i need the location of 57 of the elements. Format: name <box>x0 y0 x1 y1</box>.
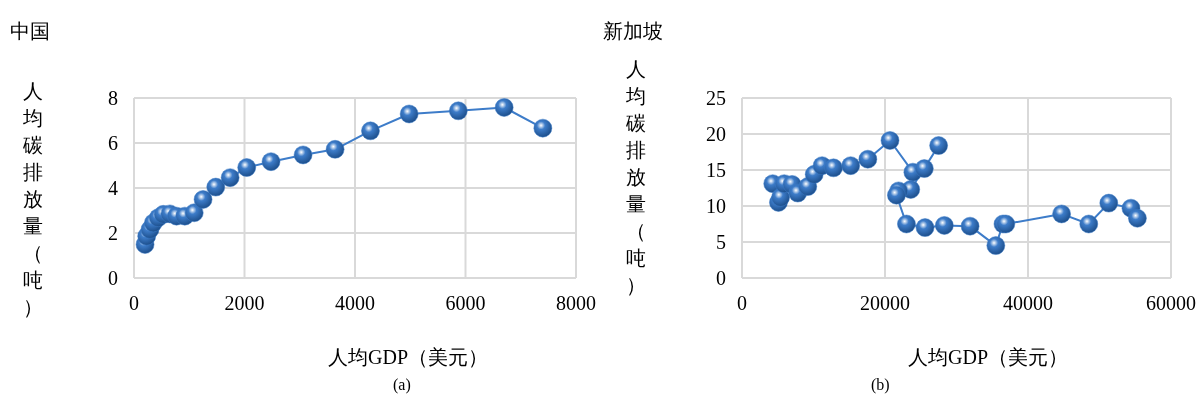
point <box>841 156 860 175</box>
point <box>1099 193 1119 213</box>
text: (a) <box>393 376 411 394</box>
point <box>494 98 514 117</box>
point <box>897 214 916 234</box>
point <box>915 218 935 237</box>
chart-title: 中国 <box>10 19 50 44</box>
point <box>858 149 878 169</box>
x-tick-label: 0 <box>129 292 139 315</box>
x-tick-label: 20000 <box>860 292 910 315</box>
y-tick-label: 8 <box>108 87 118 110</box>
point <box>824 158 843 178</box>
x-tick-label: 60000 <box>1146 292 1196 315</box>
y-tick-label: 0 <box>716 267 726 290</box>
point <box>361 121 380 141</box>
point <box>399 104 419 124</box>
x-tick-label: 4000 <box>335 292 375 315</box>
x-tick-label: 2000 <box>224 292 265 315</box>
point <box>533 118 553 138</box>
x-tick-label: 0 <box>737 292 747 315</box>
point <box>1128 208 1147 228</box>
point <box>325 140 345 159</box>
y-tick-label: 2 <box>108 222 118 245</box>
point <box>880 131 900 150</box>
point <box>1079 214 1099 234</box>
y-tick-label: 5 <box>716 231 726 254</box>
point <box>1052 204 1071 224</box>
y-tick-label: 4 <box>108 177 118 200</box>
point <box>986 236 1006 255</box>
y-tick-label: 25 <box>706 87 726 110</box>
x-tick-label: 8000 <box>556 292 596 315</box>
text: 人均碳排放量（吨） <box>626 58 646 296</box>
point <box>887 185 906 205</box>
point <box>206 177 226 197</box>
point <box>960 216 980 236</box>
point <box>915 159 934 178</box>
chart-title: 新加坡 <box>603 19 663 44</box>
x-axis-title: 人均GDP（美元） <box>908 345 1069 370</box>
y-tick-label: 6 <box>108 132 118 155</box>
point <box>193 190 213 209</box>
point <box>929 136 948 155</box>
point <box>261 152 281 171</box>
x-tick-label: 40000 <box>1003 292 1053 315</box>
y-tick-label: 15 <box>706 159 726 182</box>
text: 人均碳排放量（吨） <box>23 80 43 318</box>
point <box>449 101 468 121</box>
point <box>935 216 954 235</box>
y-tick-label: 0 <box>108 267 118 290</box>
point <box>184 203 204 222</box>
point <box>220 168 240 187</box>
y-tick-label: 10 <box>706 195 726 218</box>
point <box>237 158 256 177</box>
x-axis-title: 人均GDP（美元） <box>328 345 489 370</box>
point <box>293 145 313 165</box>
x-tick-label: 6000 <box>445 292 486 315</box>
text: (b) <box>871 376 890 394</box>
y-tick-label: 20 <box>706 123 726 146</box>
